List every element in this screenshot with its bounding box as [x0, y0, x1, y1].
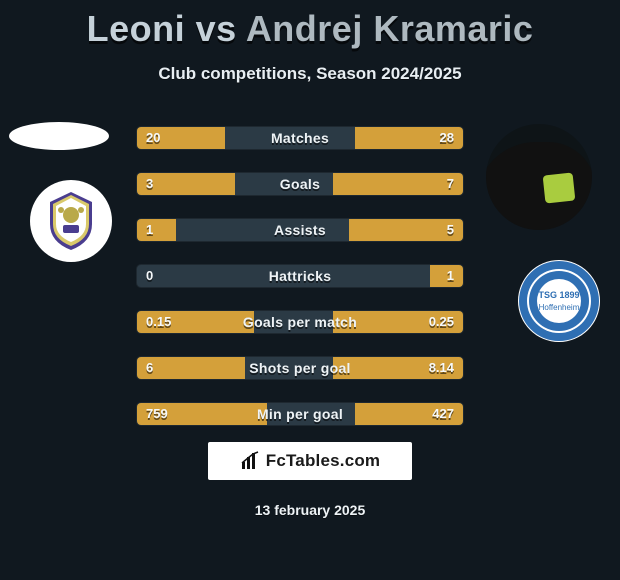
stat-label: Goals per match: [136, 310, 464, 334]
stat-value-right: 28: [440, 126, 454, 150]
stat-value-left: 759: [146, 402, 168, 426]
branding-badge[interactable]: FcTables.com: [208, 442, 412, 480]
stat-value-right: 427: [432, 402, 454, 426]
club-crest-left: [30, 180, 112, 262]
vs-word: vs: [196, 8, 237, 49]
stat-value-right: 1: [447, 264, 454, 288]
club-crest-right: TSG 1899 Hoffenheim: [518, 260, 600, 342]
stat-row: Assists1 5: [136, 218, 464, 242]
crest-right-line2: Hoffenheim: [539, 303, 580, 312]
stat-value-left: 20: [146, 126, 160, 150]
player2-name: Andrej Kramaric: [246, 8, 534, 49]
comparison-date: 13 february 2025: [0, 502, 620, 518]
stat-label: Shots per goal: [136, 356, 464, 380]
stats-container: Matches2028Goals37Assists15Hattricks01Go…: [136, 126, 464, 448]
player1-avatar: [6, 88, 112, 194]
stat-label: Matches: [136, 126, 464, 150]
stat-value-left: 1: [146, 218, 153, 242]
player1-name: Leoni: [87, 8, 186, 49]
stat-label: Min per goal: [136, 402, 464, 426]
stat-value-right: 7: [447, 172, 454, 196]
stat-value-right: 0.25: [429, 310, 454, 334]
branding-text: FcTables.com: [266, 451, 381, 471]
stat-row: Matches20 28: [136, 126, 464, 150]
stat-row: Goals per match0.15 0.25: [136, 310, 464, 334]
stat-row: Goals3 7: [136, 172, 464, 196]
stat-value-left: 3: [146, 172, 153, 196]
stat-row: Shots per goal6 8.14: [136, 356, 464, 380]
stat-row: Hattricks0 1: [136, 264, 464, 288]
stat-label: Goals: [136, 172, 464, 196]
avatar-patch: [543, 173, 576, 204]
comparison-title: Leoni vs Andrej Kramaric: [0, 0, 620, 50]
subtitle: Club competitions, Season 2024/2025: [0, 64, 620, 84]
avatar-placeholder-icon: [9, 122, 109, 150]
stat-value-left: 6: [146, 356, 153, 380]
stat-value-right: 5: [447, 218, 454, 242]
stat-label: Assists: [136, 218, 464, 242]
stat-value-left: 0.15: [146, 310, 171, 334]
branding-logo-icon: [240, 451, 260, 471]
stat-label: Hattricks: [136, 264, 464, 288]
stat-value-left: 0: [146, 264, 153, 288]
stat-row: Min per goal759 427: [136, 402, 464, 426]
player2-avatar: [486, 124, 592, 230]
avatar-body: [486, 142, 592, 230]
stat-value-right: 8.14: [429, 356, 454, 380]
crest-right-line1: TSG 1899: [538, 290, 579, 300]
